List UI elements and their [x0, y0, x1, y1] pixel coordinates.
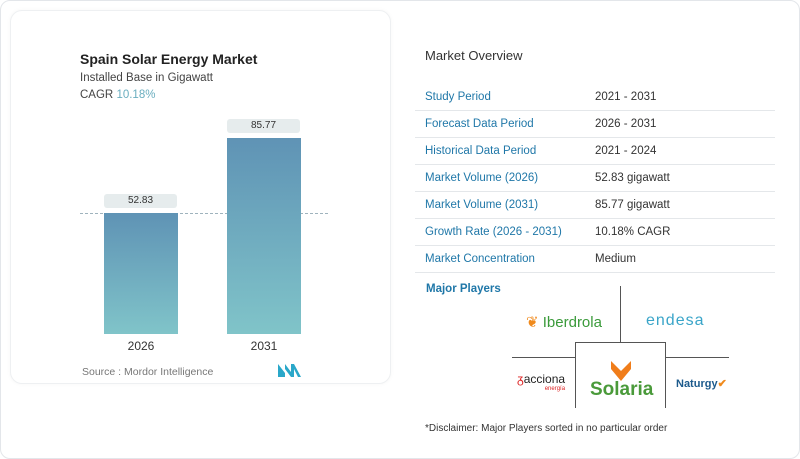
players-title: Major Players [426, 283, 501, 295]
divider [512, 357, 575, 358]
chart-title: Spain Solar Energy Market [80, 51, 258, 67]
overview-title: Market Overview [425, 48, 523, 63]
value-label: 52.83 [104, 194, 177, 209]
source: Source : Mordor Intelligence [82, 366, 214, 378]
value-label: 85.77 [227, 119, 300, 133]
cagr-label: CAGR [80, 89, 114, 101]
row-label: Market Volume (2031) [425, 199, 539, 211]
divider [665, 357, 729, 358]
row-value: 2026 - 2031 [595, 118, 657, 130]
row-value: 10.18% CAGR [595, 226, 671, 238]
row-label: Forecast Data Period [425, 118, 534, 130]
logo-iberdrola: ❦ Iberdrola [526, 314, 602, 331]
chart-card [10, 10, 391, 384]
row-value: 2021 - 2031 [595, 91, 657, 103]
mordor-logo-icon [278, 364, 301, 377]
bar-2026 [104, 213, 178, 334]
overview-row: Forecast Data Period 2026 - 2031 [415, 111, 775, 138]
row-value: 52.83 gigawatt [595, 172, 670, 184]
row-value: 85.77 gigawatt [595, 199, 670, 211]
chart-subtitle: Installed Base in Gigawatt [80, 72, 213, 84]
overview-row: Market Volume (2026) 52.83 gigawatt [415, 165, 775, 192]
row-value: Medium [595, 253, 636, 265]
naturgy-icon: ✔ [717, 378, 727, 390]
x-tick-label: 2026 [127, 339, 155, 353]
row-label: Study Period [425, 91, 491, 103]
solaria-v-icon [611, 361, 631, 381]
cagr: CAGR 10.18% [80, 89, 155, 101]
row-label: Historical Data Period [425, 145, 537, 157]
overview-row: Market Concentration Medium [415, 246, 775, 273]
row-label: Market Volume (2026) [425, 172, 539, 184]
row-value: 2021 - 2024 [595, 145, 657, 157]
logo-naturgy: Naturgy✔ [676, 378, 727, 390]
overview-row: Study Period 2021 - 2031 [415, 84, 775, 111]
divider [620, 286, 621, 343]
overview-row: Market Volume (2031) 85.77 gigawatt [415, 192, 775, 219]
overview-row: Growth Rate (2026 - 2031) 10.18% CAGR [415, 219, 775, 246]
disclaimer: *Disclaimer: Major Players sorted in no … [425, 423, 668, 434]
iberdrola-leaf-icon: ❦ [526, 314, 539, 331]
logo-acciona: ᵹacciona energía [517, 372, 566, 392]
x-tick-label: 2031 [250, 339, 278, 353]
row-label: Growth Rate (2026 - 2031) [425, 226, 562, 238]
logo-endesa: endesa [646, 312, 705, 329]
cagr-value: 10.18% [116, 89, 156, 101]
featured-box [575, 342, 666, 408]
overview-row: Historical Data Period 2021 - 2024 [415, 138, 775, 165]
bar-2031 [227, 138, 301, 334]
logo-solaria: Solaria [590, 379, 654, 400]
row-label: Market Concentration [425, 253, 535, 265]
acciona-tree-icon: ᵹ [517, 372, 524, 386]
reference-line [80, 213, 328, 214]
